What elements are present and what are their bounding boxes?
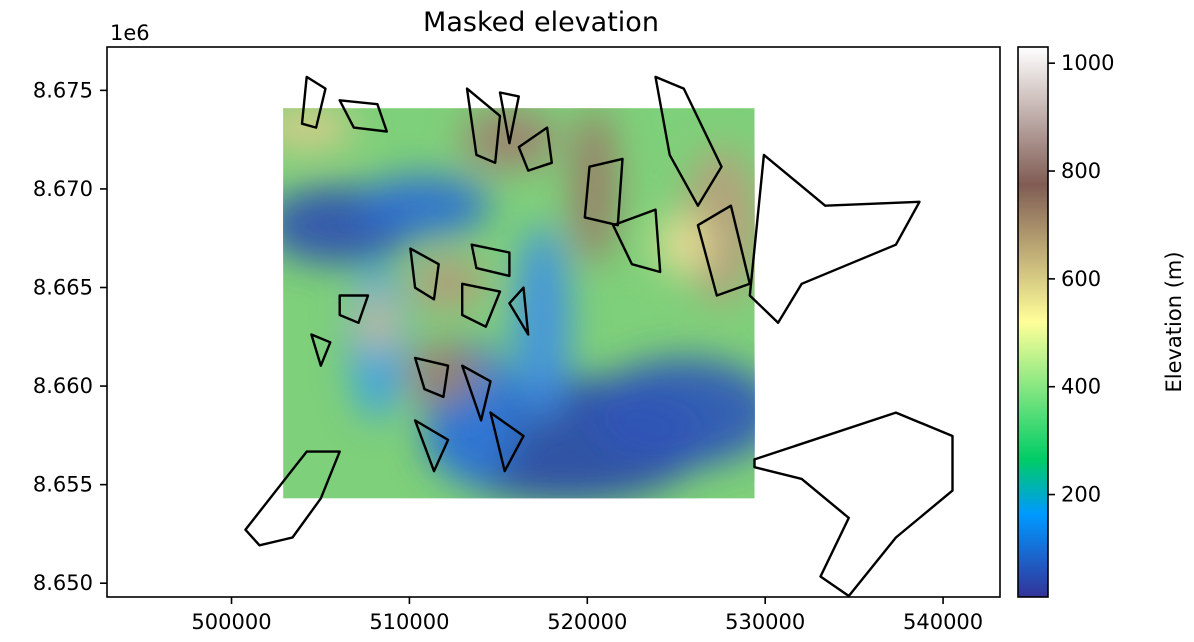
y-tick-label-8650000: 8.650: [33, 571, 93, 595]
glacier-outline: [611, 208, 662, 274]
glacier-outline: [461, 364, 492, 422]
glacier-outline: [338, 99, 388, 133]
y-tick-label-8665000: 8.665: [33, 276, 93, 300]
glacier-outline: [517, 126, 553, 172]
x-tick-label-500000: 500000: [191, 610, 271, 634]
glacier-outlines: [244, 75, 954, 598]
y-offset-label: 1e6: [110, 21, 150, 45]
colorbar-ticks: 200 400 600 800 1000: [1048, 51, 1114, 507]
x-tick-label-540000: 540000: [903, 610, 983, 634]
glacier-outline: [409, 247, 440, 301]
cb-tick-label-1000: 1000: [1061, 51, 1114, 75]
x-axis: 500000 510000 520000 530000 540000: [191, 597, 983, 634]
elevation-raster: [283, 108, 755, 499]
cb-tick-label-600: 600: [1061, 267, 1101, 291]
colorbar-label: Elevation (m): [1162, 251, 1186, 392]
glacier-outline: [489, 411, 525, 473]
glacier-outline: [508, 286, 530, 336]
y-tick-label-8660000: 8.660: [33, 374, 93, 398]
x-tick-label-510000: 510000: [369, 610, 449, 634]
cb-tick-label-200: 200: [1061, 483, 1101, 507]
glacier-outline: [498, 91, 520, 145]
cb-tick-label-400: 400: [1061, 375, 1101, 399]
glacier-outline: [753, 411, 954, 598]
x-tick-label-530000: 530000: [725, 610, 805, 634]
y-tick-label-8675000: 8.675: [33, 78, 93, 102]
y-tick-label-8655000: 8.655: [33, 473, 93, 497]
glacier-outline: [244, 450, 341, 547]
glacier-outline: [310, 333, 332, 367]
glacier-outline: [413, 419, 450, 473]
y-tick-label-8670000: 8.670: [33, 177, 93, 201]
glacier-outline: [338, 294, 370, 324]
glacier-outline: [583, 157, 624, 227]
axes-frame: [106, 46, 1001, 598]
glacier-outline: [461, 282, 502, 328]
glacier-outline: [465, 87, 502, 164]
glacier-outline: [654, 75, 723, 207]
glacier-outline: [413, 356, 450, 399]
glacier-outline: [748, 153, 921, 324]
y-axis: 8.650 8.655 8.660 8.665 8.670 8.675: [33, 78, 107, 595]
cb-tick-label-800: 800: [1061, 159, 1101, 183]
glacier-outline: [470, 243, 511, 278]
glacier-outline: [300, 75, 327, 129]
colorbar: [1017, 46, 1049, 598]
x-tick-label-520000: 520000: [547, 610, 627, 634]
chart-title: Masked elevation: [423, 7, 659, 38]
